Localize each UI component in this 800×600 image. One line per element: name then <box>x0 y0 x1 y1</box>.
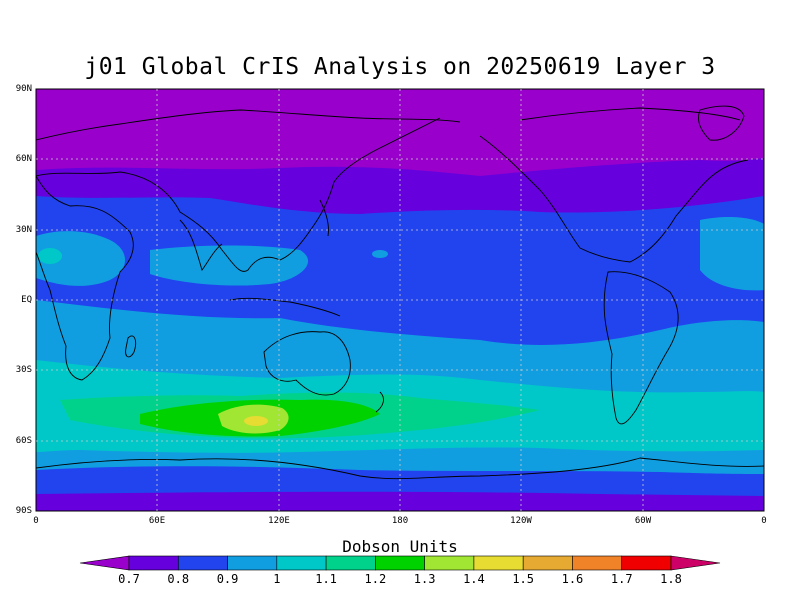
lon-label-180: 180 <box>391 516 409 526</box>
colorbar-tick-label: 1.3 <box>413 572 436 586</box>
lon-label-60w: 60W <box>634 516 652 526</box>
coast-greenland <box>698 105 745 141</box>
coast-north-america <box>479 135 749 263</box>
coast-australia <box>263 331 351 396</box>
colorbar-swatch <box>572 555 623 571</box>
coast-eurasia <box>36 117 441 272</box>
colorbar <box>79 555 721 571</box>
colorbar-arrow-high <box>670 555 721 571</box>
colorbar-swatch <box>522 555 573 571</box>
band-0.9-antarctic <box>36 466 764 500</box>
colorbar-tick-label: 0.8 <box>167 572 190 586</box>
coast-antarctica <box>36 457 764 480</box>
coast-na-arctic <box>519 107 741 121</box>
colorbar-tick-label: 1 <box>273 572 281 586</box>
lat-label-eq: EQ <box>21 295 32 305</box>
colorbar-swatch <box>128 555 179 571</box>
lat-label-30n: 30N <box>15 225 32 235</box>
colorbar-swatch <box>375 555 425 571</box>
coast-arctic-eurasia <box>36 109 461 141</box>
patch-indian <box>150 245 309 286</box>
lon-label-120e: 120E <box>268 516 290 526</box>
colorbar-tick-label: 0.9 <box>216 572 239 586</box>
colorbar-tick-label: 1.2 <box>364 572 387 586</box>
gridlines <box>36 89 764 511</box>
lat-label-30s: 30S <box>15 365 32 375</box>
colorbar-tick-label: 1.7 <box>610 572 633 586</box>
colorbar-tick-label: 0.7 <box>118 572 140 586</box>
colorbar-swatch <box>424 555 475 571</box>
band-0.8-antarctic <box>36 491 764 511</box>
lon-label-120w: 120W <box>510 516 532 526</box>
lat-label-90s: 90S <box>15 506 32 516</box>
coast-japan <box>319 199 329 237</box>
colorbar-swatch <box>621 555 672 571</box>
patch-cyan-atlantic <box>38 248 62 264</box>
colorbar-tick-label: 1.1 <box>315 572 337 586</box>
lat-label-90n: 90N <box>15 84 32 94</box>
map-title: j01 Global CrIS Analysis on 20250619 Lay… <box>84 54 716 80</box>
lon-label-60e: 60E <box>148 516 166 526</box>
lon-label-0-west: 0 <box>33 516 39 526</box>
colorbar-tick-label: 1.8 <box>660 572 682 586</box>
colorbar-tick-label: 1.4 <box>463 572 485 586</box>
colorbar-swatch <box>325 555 376 571</box>
coast-indonesia <box>229 297 341 317</box>
lon-label-0-east: 0 <box>761 516 767 526</box>
coast-madagascar <box>125 335 137 358</box>
colorbar-tick-label: 1.6 <box>561 572 584 586</box>
colorbar-swatch <box>276 555 327 571</box>
coastlines <box>36 105 764 480</box>
lat-label-60n: 60N <box>15 154 32 164</box>
colorbar-tick-label: 1.5 <box>512 572 535 586</box>
patch-east-atlantic <box>700 217 764 291</box>
patch-atlantic <box>36 231 125 286</box>
coast-africa <box>36 175 134 381</box>
coast-india <box>179 219 223 271</box>
colorbar-swatch <box>227 555 278 571</box>
colorbar-swatch <box>177 555 228 571</box>
lat-label-60s: 60S <box>15 436 32 446</box>
colorbar-arrow-low <box>79 555 130 571</box>
patch-pacific <box>372 250 388 258</box>
colorbar-title: Dobson Units <box>342 537 458 556</box>
coast-nz <box>375 391 384 413</box>
band-1.5 <box>244 416 268 426</box>
colorbar-swatch <box>473 555 524 571</box>
coast-south-america <box>603 271 679 425</box>
